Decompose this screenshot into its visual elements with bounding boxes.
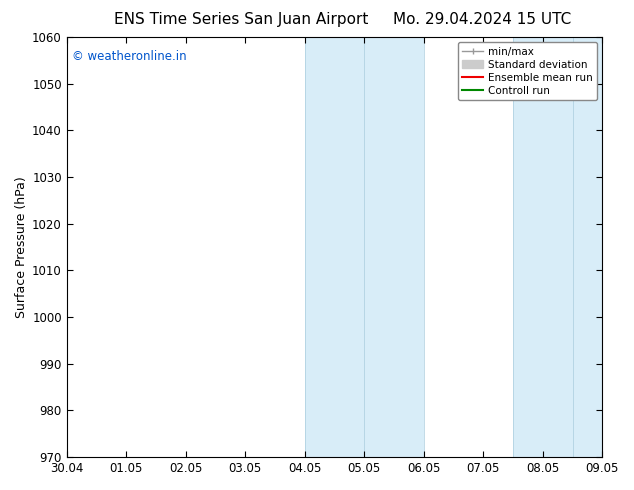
Legend: min/max, Standard deviation, Ensemble mean run, Controll run: min/max, Standard deviation, Ensemble me… [458,42,597,100]
Text: Mo. 29.04.2024 15 UTC: Mo. 29.04.2024 15 UTC [392,12,571,27]
Text: © weatheronline.in: © weatheronline.in [72,50,187,63]
Bar [513,37,602,457]
Y-axis label: Surface Pressure (hPa): Surface Pressure (hPa) [15,176,28,318]
Bar [305,37,424,457]
Text: ENS Time Series San Juan Airport: ENS Time Series San Juan Airport [113,12,368,27]
